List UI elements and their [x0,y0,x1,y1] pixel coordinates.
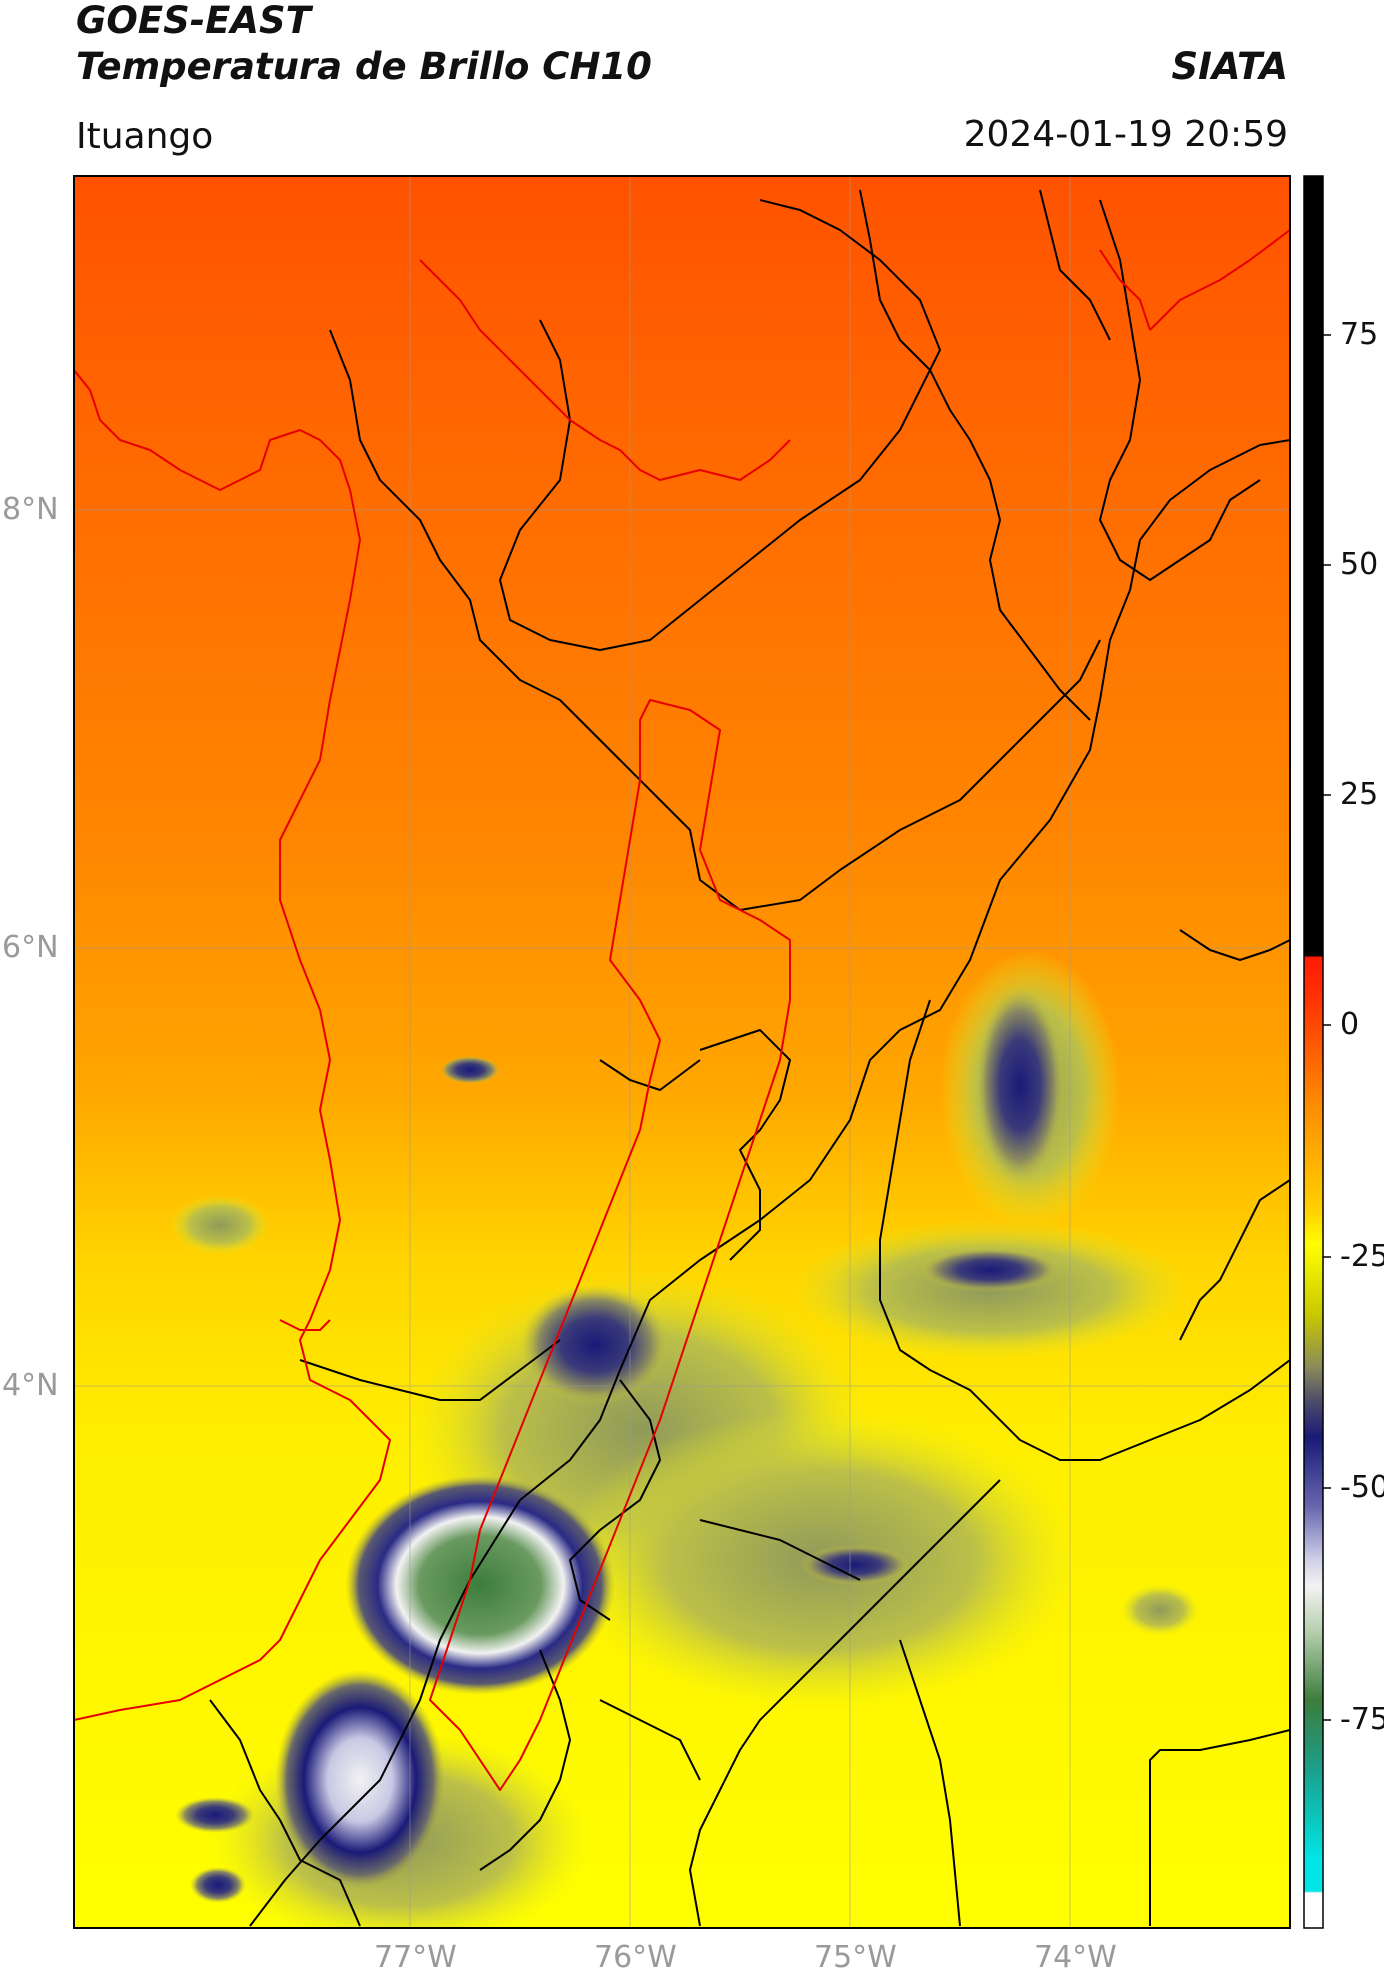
storm-cell-south [275,1670,445,1890]
product-title: GOES-EAST [76,0,311,42]
colorbar-label: 75 [1340,317,1379,352]
colorbar-label: 25 [1340,777,1379,812]
cold-cloud-cell [520,1285,670,1405]
ituango-basin-outline [429,699,791,1791]
cold-cloud-cell [440,1056,500,1084]
channel-title: Temperatura de Brillo CH10 [76,45,652,88]
colorbar-label: -50 [1340,1470,1384,1505]
location-label: Ituango [76,116,214,157]
colorbar-label: -75 [1340,1702,1384,1737]
lat-label: 6°N [2,930,59,965]
cold-cloud-cell [920,1248,1060,1292]
map-frame [73,175,1291,1929]
cold-cloud-cell [975,985,1065,1185]
cold-cloud-cell [800,1545,910,1585]
colorbar-label: 0 [1340,1007,1360,1042]
department-boundaries [209,189,1290,1927]
colorbar-label: 50 [1340,547,1379,582]
colorbar-label: -25 [1340,1239,1384,1274]
lon-label: 76°W [594,1940,677,1975]
colorbar [1303,175,1324,1929]
cold-cloud-cell [190,1867,246,1903]
lat-label: 4°N [2,1368,59,1403]
lon-label: 75°W [814,1940,897,1975]
storm-cell-main [345,1475,615,1695]
cloud-haze [1120,1584,1200,1636]
lon-label: 77°W [374,1940,457,1975]
graticule [74,176,1290,1928]
timestamp-label: 2024-01-19 20:59 [963,114,1288,155]
lon-label: 74°W [1034,1940,1117,1975]
cloud-features [170,950,1200,1928]
cold-cloud-cell [175,1797,255,1833]
coastline [74,229,1290,1721]
cloud-haze [170,1195,270,1255]
brand-label: SIATA [1171,45,1288,88]
lat-label: 8°N [2,492,59,527]
colorbar-ticks [1323,334,1331,1721]
